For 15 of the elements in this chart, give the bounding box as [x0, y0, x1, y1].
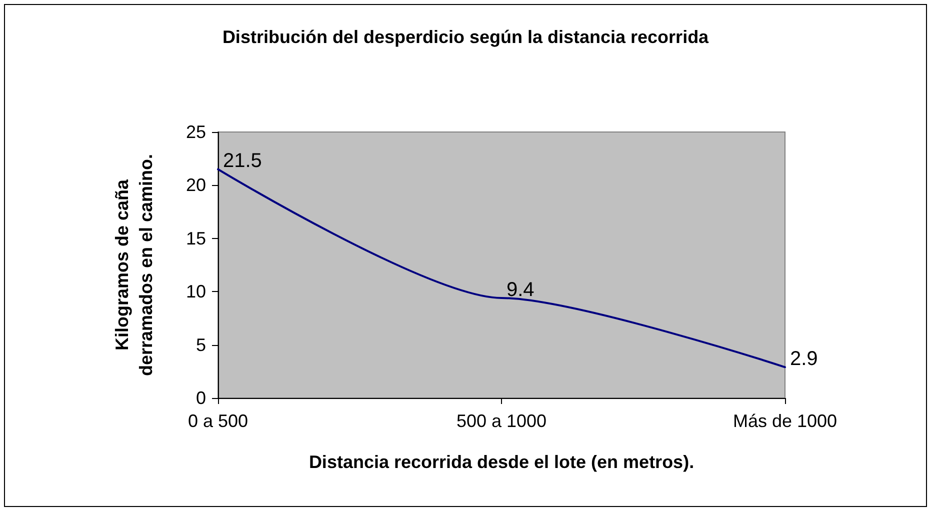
x-tick-label: 500 a 1000: [456, 411, 547, 431]
y-axis-title: Kilogramos de caña derramados en el camino.: [112, 154, 156, 376]
x-tick-label: 0 a 500: [188, 411, 248, 431]
y-tick-label: 0: [196, 388, 206, 408]
data-label: 9.4: [506, 278, 534, 301]
y-tick-label: 15: [186, 228, 206, 248]
y-tick-label: 20: [186, 175, 206, 196]
chart-title: Distribución del desperdicio según la distancia recorrida: [222, 27, 710, 47]
y-tick-label: 10: [186, 282, 206, 302]
y-tick-label: 5: [196, 334, 206, 355]
data-label: 21.5: [223, 150, 262, 172]
x-axis-title: Distancia recorrida desde el lote (en metros).: [308, 452, 694, 472]
data-label: 2.9: [790, 348, 818, 370]
x-tick-label: Más de 1000: [732, 411, 838, 431]
y-tick-label: 25: [186, 122, 206, 142]
